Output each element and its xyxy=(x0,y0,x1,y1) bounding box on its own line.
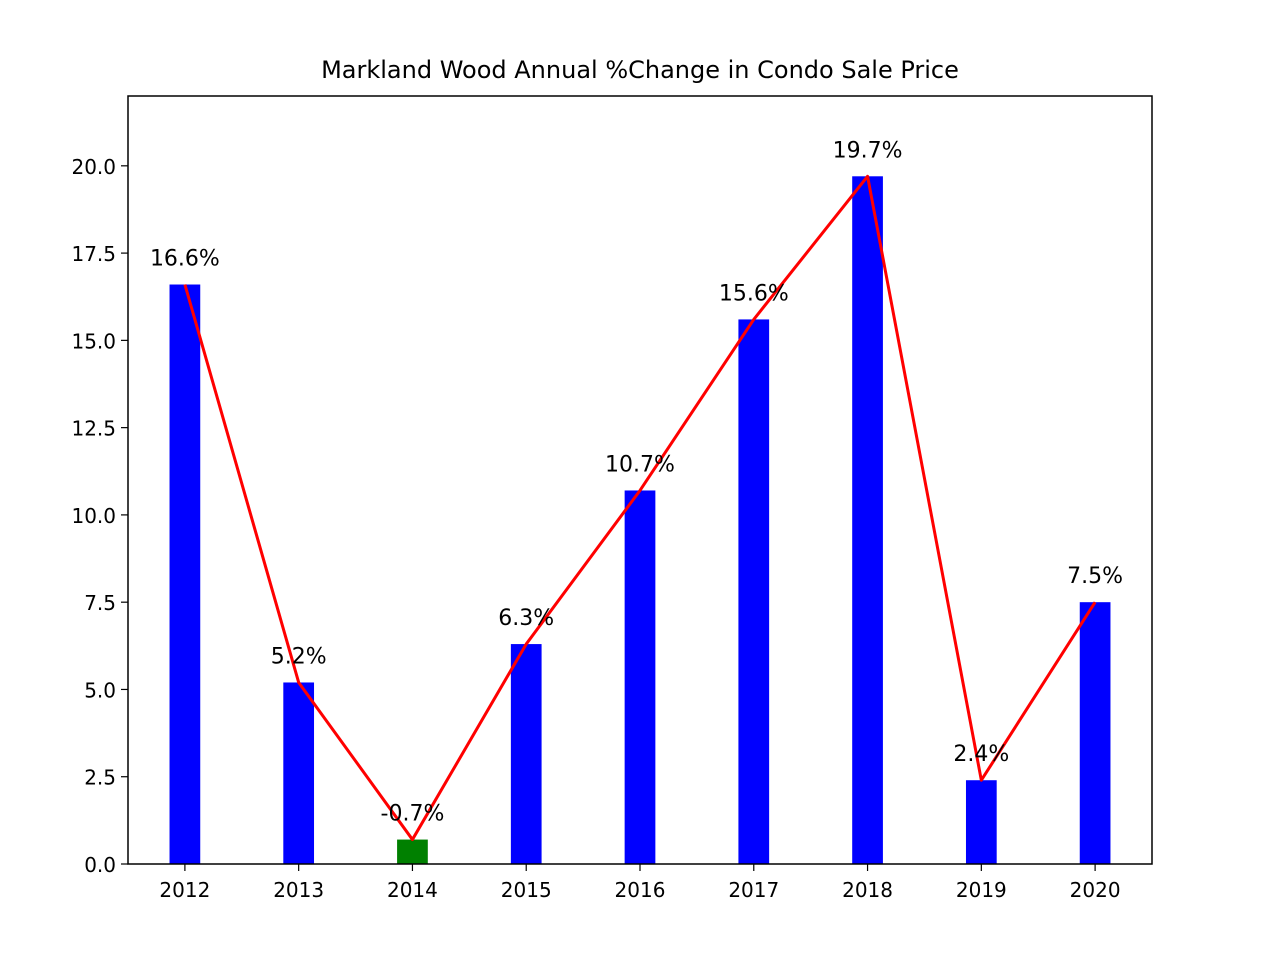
y-tick-label: 7.5 xyxy=(84,591,116,615)
bar-2012 xyxy=(169,284,201,864)
data-label-2014: -0.7% xyxy=(381,802,445,827)
x-tick-label: 2019 xyxy=(956,878,1007,902)
data-label-2015: 6.3% xyxy=(498,606,554,631)
chart-title: Markland Wood Annual %Change in Condo Sa… xyxy=(321,56,959,84)
y-tick-label: 20.0 xyxy=(71,155,116,179)
bar-2016 xyxy=(624,490,656,864)
x-tick-label: 2020 xyxy=(1070,878,1121,902)
x-tick-label: 2014 xyxy=(387,878,438,902)
bar-2014 xyxy=(397,839,428,864)
x-tick-label: 2017 xyxy=(728,878,779,902)
data-label-2018: 19.7% xyxy=(833,138,903,163)
x-axis: 2012 2013 2014 2015 2016 2017 2018 2019 2020 xyxy=(159,864,1121,902)
data-label-2019: 2.4% xyxy=(953,742,1009,767)
bar-2020 xyxy=(1079,602,1111,864)
bar-2013 xyxy=(283,682,315,864)
x-tick-label: 2013 xyxy=(273,878,324,902)
bar-2017 xyxy=(738,319,770,864)
bar-2015 xyxy=(510,644,542,864)
y-tick-label: 17.5 xyxy=(71,242,116,266)
y-tick-label: 15.0 xyxy=(71,329,116,353)
y-tick-label: 5.0 xyxy=(84,678,116,702)
plot-frame xyxy=(127,95,1153,865)
y-tick-label: 10.0 xyxy=(71,504,116,528)
bar-2018 xyxy=(852,176,883,865)
data-label-2020: 7.5% xyxy=(1067,564,1123,589)
y-tick-label: 2.5 xyxy=(84,766,116,790)
y-axis: 0.0 2.5 5.0 7.5 10.0 12.5 15.0 17.5 20.0 xyxy=(71,155,128,877)
x-tick-label: 2016 xyxy=(615,878,666,902)
bars xyxy=(169,176,1111,865)
trend-line-group xyxy=(183,174,1097,842)
bar-2019 xyxy=(965,780,997,864)
x-tick-label: 2018 xyxy=(842,878,893,902)
trend-line xyxy=(183,174,1097,842)
y-tick-label: 12.5 xyxy=(71,417,116,441)
data-label-2012: 16.6% xyxy=(150,247,220,272)
data-label-2013: 5.2% xyxy=(271,644,327,669)
data-label-2016: 10.7% xyxy=(605,452,675,477)
data-label-2017: 15.6% xyxy=(719,281,789,306)
x-tick-label: 2012 xyxy=(159,878,210,902)
data-labels: 16.6% 5.2% -0.7% 6.3% 10.7% 15.6% 19.7% 2.4% 7.5… xyxy=(150,138,1123,826)
y-tick-label: 0.0 xyxy=(84,853,116,877)
x-tick-label: 2015 xyxy=(501,878,552,902)
